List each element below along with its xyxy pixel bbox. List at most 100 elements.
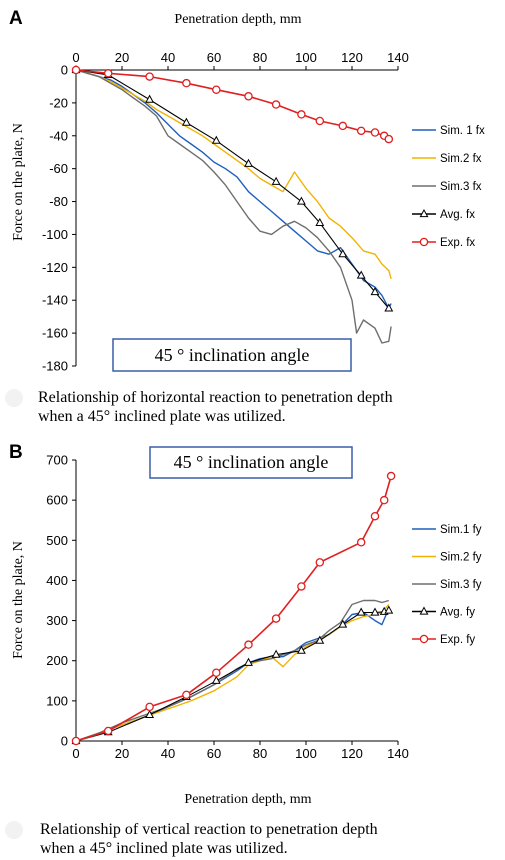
panel-a-x-axis-title: Penetration depth, mm [174,12,301,27]
panel-a-legend-label-sim2: Sim.2 fx [440,153,482,165]
panel-a-series-exp-point [384,134,394,144]
panel-b-angle-box [149,446,353,479]
panel-a-series-sim1-line [75,69,392,310]
panel-b-y-tick-label: 300 [46,613,68,628]
panel-b-plot: 0 20 40 60 80 100 120 140 0 100 200 300 400 500 600 700 [46,453,409,762]
panel-b-series-exp-point [297,582,306,591]
panel-b-series-avg-point [296,645,306,654]
panel-b-x-tick-label: 100 [295,746,317,761]
panel-b-y-tick-label: 500 [46,533,68,548]
panel-a-y-axis-title: Force on the plate, N [11,123,26,241]
panel-b-series-exp-point [315,558,325,567]
panel-b-legend-label-sim2: Sim.2 fy [440,552,482,564]
panel-b-x-tick-label: 140 [387,746,409,761]
panel-a-caption-line-2: when a 45° inclined plate was utilized. [38,408,286,425]
panel-a-series-exp-point [244,92,253,101]
panel-a-series-exp-point [182,78,191,88]
panel-b-x-tick-label: 0 [72,746,79,761]
panel-a-series-avg-point [356,270,366,279]
panel-b-x-tick-label: 120 [341,746,363,761]
panel-b-angle-note: 45 ° inclination angle [174,452,329,472]
panel-a-x-tick-label: 140 [387,50,409,65]
panel-b-series-avg-point [244,657,253,666]
panel-b-y-axis-title: Force on the plate, N [11,541,26,659]
panel-a-x-tick-label: 40 [161,50,175,65]
panel-b-series-avg-point [271,649,281,658]
panel-a-series-avg-point [271,176,281,185]
panel-a-legend-label-sim3: Sim.3 fx [440,181,482,193]
panel-a-legend-marker-exp [419,237,429,247]
panel-b-series-avg-point [356,607,366,616]
panel-b-y-tick-label: 700 [46,453,68,468]
panel-b-y-tick-label: 0 [61,734,68,749]
panel-a-y-tick-label: -140 [42,293,68,308]
panel-a-x-tick-label: 100 [295,50,317,65]
panel-b-y-tick-label: 600 [46,493,68,508]
panel-b-series-exp-point [145,702,154,712]
panel-a-series-avg-point [211,135,221,144]
panel-a-series-avg-point [370,286,380,296]
panel-a-series-exp-point [145,72,154,81]
panel-a-series-exp-point [71,65,81,75]
panel-b-series-avg-point [211,675,221,684]
panel-a-x-tick-label: 0 [72,50,79,65]
panel-b-series-exp-point [212,668,221,678]
panel-a-legend-label-avg: Avg. fx [440,209,475,221]
panel-b-series-exp-point [386,471,396,481]
panel-a-series-avg-point [315,217,325,227]
panel-b-series-exp-point [379,495,389,505]
panel-b-x-tick-label: 80 [253,746,267,761]
panel-a-x-tick-label: 80 [253,50,267,65]
panel-a-caption-line-1: Relationship of horizontal reaction to p… [38,389,393,406]
panel-a-series-exp-point [212,85,221,94]
panel-b-series-sim2-line [75,604,390,742]
panel-b-x-tick-label: 60 [207,746,221,761]
panel-b-series-exp-line [75,475,392,742]
panel-b-x-axis-title: Penetration depth, mm [184,792,311,807]
panel-b-x-tick-label: 20 [115,746,129,761]
panel-b-legend-marker-avg [419,606,429,615]
panel-b-series-avg-point [384,605,394,614]
panel-b-series-exp-point [103,726,113,736]
panel-a-y-tick-label: -20 [49,95,68,110]
panel-b-legend-label-exp: Exp. fy [440,634,475,646]
panel-b-y-tick-label: 200 [46,653,68,668]
panel-b-y-tick-label: 400 [46,573,68,588]
panel-a-letter: A [9,8,23,29]
panel-b-series-exp-point [370,511,380,521]
panel-a-y-tick-label: -180 [42,359,68,374]
panel-a-series-exp-point [356,126,366,136]
panel-b-series-avg-line [75,609,389,742]
panel-b-series-exp-point [271,614,281,623]
panel-a-series-exp-point [271,100,281,109]
panel-a-series-exp-point [370,128,380,137]
panel-a-series-avg-point [145,94,155,103]
panel-a-series-exp-point [315,116,325,126]
panel-b-series-avg-point [145,709,155,719]
panel-a-legend-marker-avg [419,208,429,218]
panel-a-y-tick-label: -100 [42,227,68,242]
panel-b-caption-bullet [5,821,23,839]
panel-a-legend-label-exp: Exp. fx [440,237,475,249]
panel-a-series-avg-point [338,249,348,258]
panel-a-legend: Sim. 1 fx Sim.2 fx Sim.3 fx Avg. fx Exp. fx [412,125,485,249]
panel-a-series-exp-point [338,121,348,131]
panel-b-series-exp-point [182,690,191,700]
panel-a-series-exp-point [297,110,306,119]
panel-a-x-tick-label: 20 [115,50,129,65]
panel-a-legend-label-sim1: Sim. 1 fx [440,125,485,137]
panel-b-series-sim1-line [75,608,390,742]
panel-b-letter: B [9,442,23,463]
panel-a-series-sim2-line [75,69,392,279]
panel-b-legend-marker-exp [419,634,429,644]
panel-b-series-avg-point [315,635,325,644]
panel-b-legend-label-sim3: Sim.3 fy [440,579,482,591]
panel-a-y-tick-label: -80 [49,194,68,209]
panel-a-series-avg-point [244,158,253,167]
panel-b-caption-line-2: when a 45° inclined plate was utilized. [40,840,288,857]
panel-b-series-exp-point [356,538,366,547]
panel-a-series-avg-point [296,196,306,205]
panel-a-y-tick-label: -120 [42,260,68,275]
panel-b-series-exp-point [71,736,81,746]
panel-b-series-avg-point [370,607,380,616]
